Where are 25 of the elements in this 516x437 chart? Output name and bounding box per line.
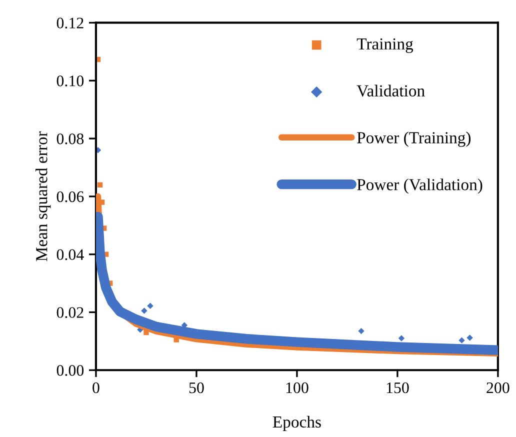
y-tick-label: 0.04	[56, 249, 84, 260]
point	[97, 182, 103, 188]
y-tick-label: 0.00	[56, 365, 84, 376]
x-tick-label: 150	[386, 382, 409, 394]
y-tick-label: 0.12	[56, 18, 84, 28]
legend-label: Power (Validation)	[357, 178, 482, 194]
legend-label: Validation	[356, 84, 425, 97]
point	[141, 308, 148, 314]
y-axis-title: Mean squared error	[36, 131, 51, 262]
y-tick-label: 0.02	[56, 307, 84, 318]
point	[147, 302, 154, 309]
legend-label: Training	[356, 38, 414, 53]
point	[466, 334, 473, 341]
x-tick-label: 100	[286, 382, 308, 394]
x-tick-label: 0	[92, 382, 100, 394]
point	[398, 335, 405, 342]
y-tick-label: 0.06	[56, 191, 84, 202]
point	[458, 337, 465, 344]
legend-label: Power (Training)	[357, 132, 471, 147]
y-tick-label: 0.10	[56, 76, 84, 86]
x-axis-title: Epochs	[272, 416, 321, 431]
y-tick-label: 0.08	[56, 133, 84, 144]
x-tick-label: 50	[189, 382, 204, 394]
x-tick-label: 200	[486, 382, 510, 394]
point	[358, 328, 364, 334]
